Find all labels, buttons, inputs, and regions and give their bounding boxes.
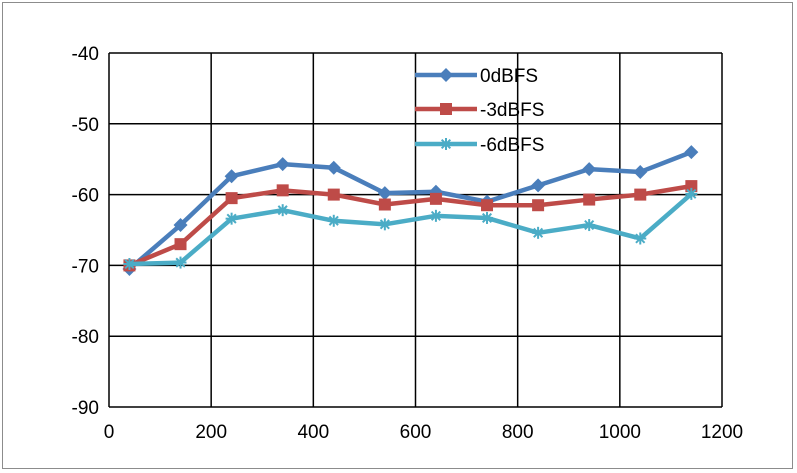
data-point-diamond bbox=[531, 178, 546, 193]
y-tick-label: -40 bbox=[72, 44, 99, 65]
data-point-square bbox=[378, 198, 391, 211]
asterisk-stroke bbox=[328, 215, 339, 226]
data-point-asterisk bbox=[123, 257, 136, 270]
data-point-diamond bbox=[173, 218, 188, 233]
y-tick-label: -90 bbox=[72, 398, 99, 419]
x-tick-label: 400 bbox=[297, 422, 329, 443]
data-point-square bbox=[327, 188, 340, 201]
data-point-asterisk bbox=[174, 256, 187, 269]
data-point-square bbox=[174, 238, 187, 251]
data-point-square bbox=[440, 103, 452, 115]
asterisk-stroke bbox=[481, 212, 493, 223]
data-point-diamond bbox=[224, 169, 239, 184]
asterisk-stroke bbox=[440, 138, 452, 150]
chart-frame: -40 -50 -60 -70 -80 -90 0 200 400 600 800 1000 1200 … bbox=[2, 2, 793, 469]
x-tick-label: 600 bbox=[400, 422, 432, 443]
data-point-square bbox=[634, 188, 647, 201]
y-tick-label: -80 bbox=[72, 327, 99, 348]
data-point-diamond bbox=[582, 162, 597, 177]
asterisk-stroke bbox=[584, 220, 595, 231]
legend-label: -3dBFS bbox=[480, 100, 544, 121]
asterisk-stroke bbox=[635, 233, 646, 244]
series-line bbox=[127, 150, 693, 271]
legend: 0dBFS -3dBFS -6dBFS bbox=[415, 66, 544, 156]
data-point-diamond bbox=[633, 164, 648, 179]
asterisk-stroke bbox=[124, 258, 135, 270]
data-point-asterisk bbox=[327, 214, 340, 227]
data-point-diamond bbox=[275, 157, 290, 172]
data-point-asterisk bbox=[481, 211, 494, 224]
y-tick-label: -70 bbox=[72, 256, 99, 277]
data-point-asterisk bbox=[276, 204, 289, 217]
asterisk-stroke bbox=[533, 227, 544, 238]
asterisk-stroke bbox=[175, 257, 186, 268]
data-point-asterisk bbox=[634, 232, 647, 245]
x-tick-label: 800 bbox=[502, 422, 534, 443]
legend-label: 0dBFS bbox=[480, 66, 538, 87]
x-tick-label: 1000 bbox=[599, 422, 641, 443]
asterisk-stroke bbox=[686, 188, 697, 199]
legend-label: -6dBFS bbox=[480, 135, 544, 156]
data-point-asterisk bbox=[225, 212, 238, 225]
asterisk-stroke bbox=[226, 213, 237, 224]
x-tick-label: 0 bbox=[104, 422, 115, 443]
asterisk-stroke bbox=[430, 210, 441, 221]
data-point-diamond bbox=[439, 68, 453, 82]
data-point-diamond bbox=[377, 186, 392, 201]
data-point-asterisk bbox=[532, 226, 545, 239]
x-tick-label: 1200 bbox=[701, 422, 743, 443]
y-tick-label: -50 bbox=[72, 115, 99, 136]
asterisk-stroke bbox=[277, 205, 288, 216]
series-line bbox=[128, 183, 692, 268]
data-point-square bbox=[429, 192, 442, 205]
data-point-square bbox=[276, 184, 289, 197]
data-point-asterisk bbox=[685, 187, 698, 200]
data-point-diamond bbox=[684, 145, 699, 160]
asterisk-stroke bbox=[379, 219, 390, 230]
data-point-square bbox=[685, 180, 698, 193]
series-line bbox=[129, 192, 693, 267]
data-point-square bbox=[225, 192, 238, 205]
data-point-square bbox=[532, 199, 545, 212]
x-tick-label: 200 bbox=[195, 422, 227, 443]
data-point-square bbox=[583, 193, 596, 206]
data-point-square bbox=[481, 199, 494, 212]
data-point-diamond bbox=[326, 160, 341, 175]
data-point-asterisk bbox=[440, 138, 452, 150]
axis-label-layer: -40 -50 -60 -70 -80 -900 200 400 600 800 1000 1200 bbox=[72, 44, 744, 443]
y-tick-label: -60 bbox=[72, 186, 99, 207]
data-point-asterisk bbox=[583, 219, 596, 232]
data-point-asterisk bbox=[429, 209, 442, 222]
data-point-asterisk bbox=[378, 218, 391, 231]
line-chart: -40-50-60-70-80-900 200 400 600 800 1000 1200 … bbox=[72, 44, 744, 443]
grid-layer bbox=[108, 52, 723, 408]
series-layer bbox=[122, 145, 699, 276]
